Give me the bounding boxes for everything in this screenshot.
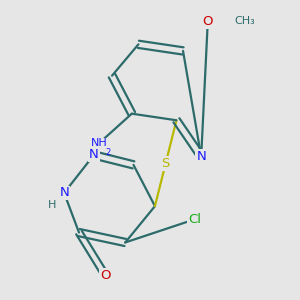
Text: N: N — [89, 148, 99, 161]
Text: 2: 2 — [105, 148, 111, 157]
Text: CH₃: CH₃ — [234, 16, 255, 26]
Text: N: N — [59, 186, 69, 200]
Text: O: O — [202, 15, 213, 28]
Text: H: H — [47, 200, 56, 211]
Text: Cl: Cl — [188, 213, 201, 226]
Text: O: O — [100, 269, 111, 282]
Text: NH: NH — [90, 138, 107, 148]
Text: N: N — [196, 150, 206, 163]
Text: S: S — [161, 157, 170, 170]
